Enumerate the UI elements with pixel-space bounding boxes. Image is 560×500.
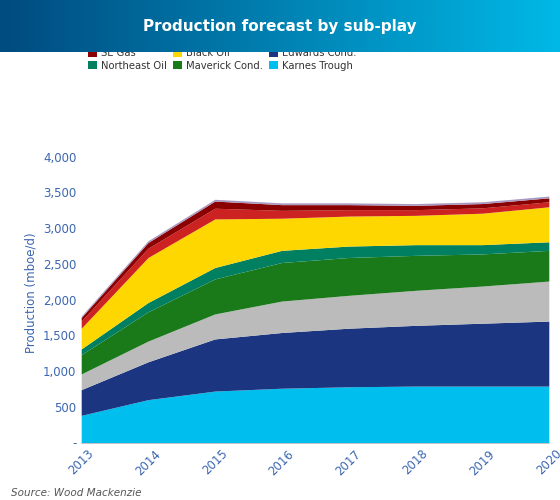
- Y-axis label: Production (mboe/d): Production (mboe/d): [25, 232, 38, 353]
- Text: Source: Wood Mackenzie: Source: Wood Mackenzie: [11, 488, 142, 498]
- Text: Production forecast by sub-play: Production forecast by sub-play: [143, 18, 417, 34]
- Legend: Maverick Oil, SE Gas, Northeast Oil, SW Gas, Black Oil, Maverick Cond., Hawkvill: Maverick Oil, SE Gas, Northeast Oil, SW …: [86, 34, 364, 72]
